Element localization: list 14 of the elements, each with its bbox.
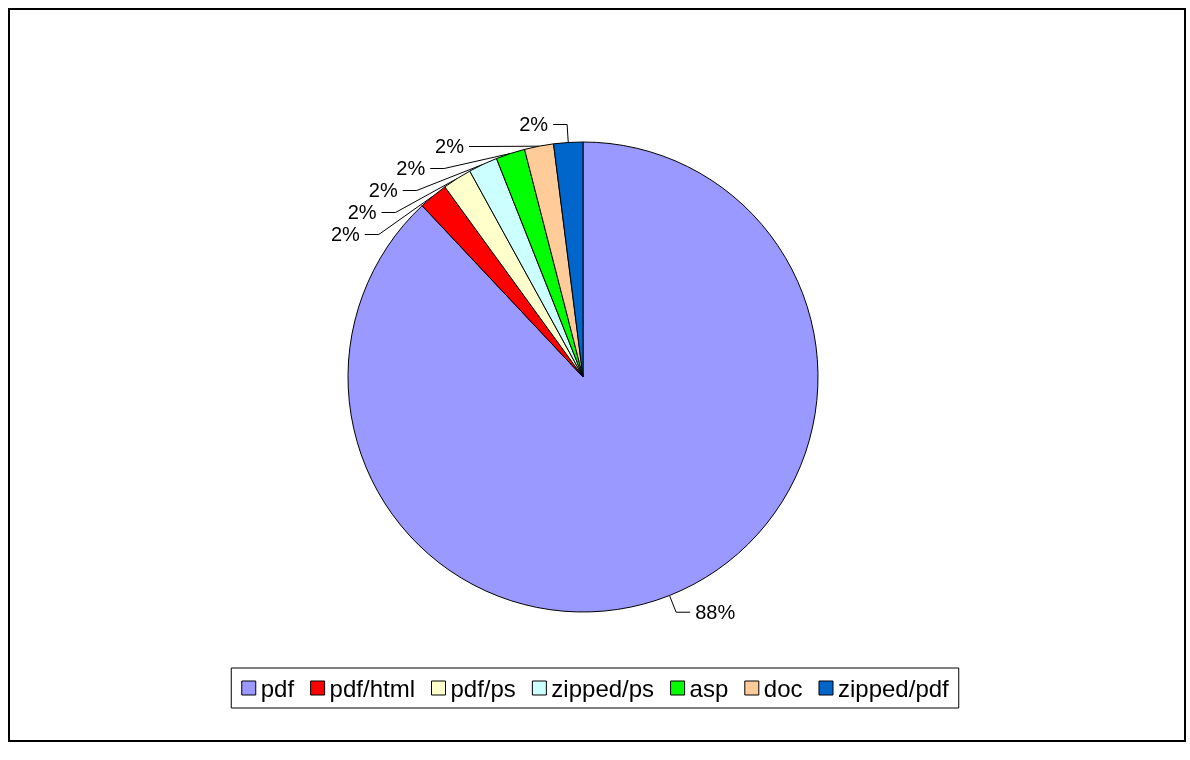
data-label: 2%	[435, 135, 465, 158]
legend-label: doc	[763, 674, 803, 702]
legend-label: zipped/pdf	[837, 674, 950, 702]
data-label: 88%	[695, 601, 736, 624]
data-label: 2%	[330, 223, 361, 246]
legend-label: asp	[689, 674, 729, 702]
legend-label: pdf/ps	[450, 674, 516, 702]
data-label: 2%	[396, 157, 426, 180]
data-label: 2%	[519, 113, 549, 136]
data-label: 2%	[347, 201, 377, 224]
legend-label: pdf	[260, 674, 295, 702]
legend-label: pdf/html	[329, 674, 415, 702]
data-label: 2%	[368, 179, 398, 202]
legend-label: zipped/ps	[551, 674, 655, 702]
